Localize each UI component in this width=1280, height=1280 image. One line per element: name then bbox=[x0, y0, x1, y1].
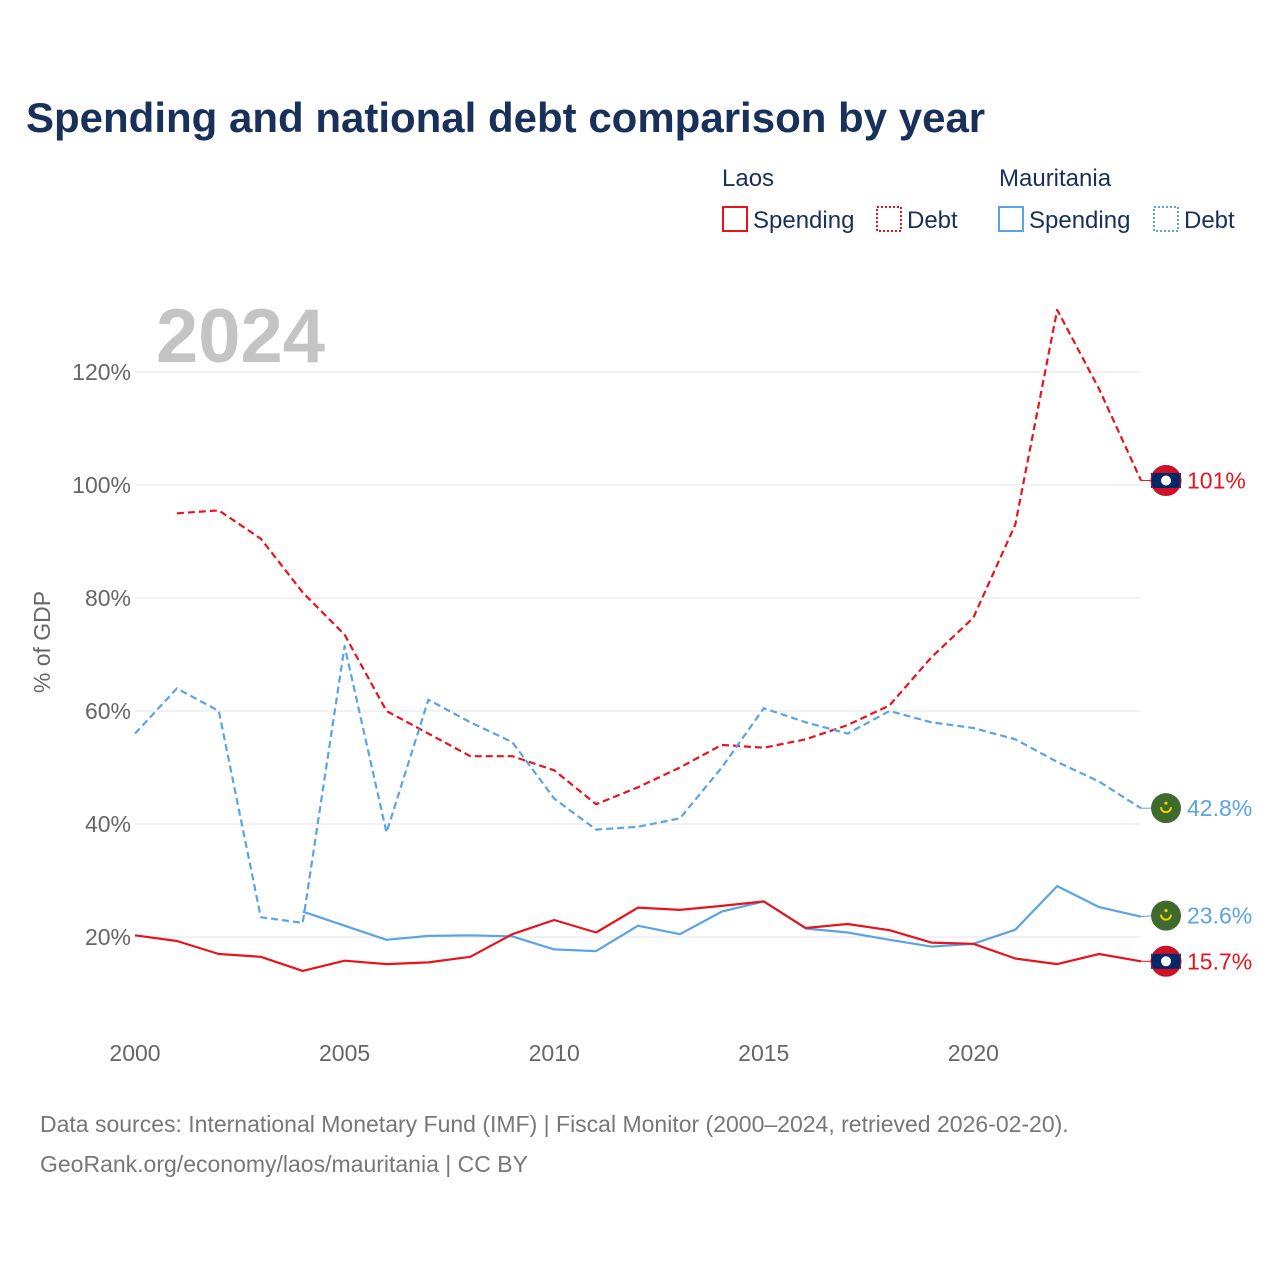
legend-swatch-mauritania-spending bbox=[998, 206, 1024, 232]
y-axis-label: % of GDP bbox=[29, 591, 55, 693]
x-tick-label: 2015 bbox=[738, 1040, 789, 1066]
legend-swatch-laos-debt bbox=[876, 206, 902, 232]
laos-flag-disc bbox=[1161, 475, 1171, 486]
legend-item-mauritania-spending[interactable]: Spending bbox=[998, 206, 1130, 234]
laos-flag-disc bbox=[1161, 956, 1171, 967]
y-tick-label: 40% bbox=[85, 811, 131, 837]
mauritania-flag-green bbox=[1151, 900, 1181, 931]
x-tick-label: 2000 bbox=[109, 1040, 160, 1066]
mauritania-flag-green bbox=[1151, 793, 1181, 824]
source-line-1: Data sources: International Monetary Fun… bbox=[40, 1111, 1069, 1137]
laos-flag-icon bbox=[1150, 464, 1182, 496]
mauritania-flag-crescent bbox=[1160, 807, 1172, 814]
end-label-laos-debt: 101% bbox=[1187, 467, 1246, 493]
legend-group-mauritania: Mauritania bbox=[999, 165, 1112, 192]
x-tick-label: 2020 bbox=[948, 1040, 999, 1066]
end-label-mauritania-spending: 23.6% bbox=[1187, 903, 1252, 929]
legend-swatch-laos-spending bbox=[722, 206, 748, 232]
series-line-mauritania-spending bbox=[302, 884, 1142, 953]
x-tick-label: 2005 bbox=[319, 1040, 370, 1066]
y-tick-label: 60% bbox=[85, 698, 131, 724]
mauritania-flag-star bbox=[1164, 909, 1168, 913]
mauritania-flag-crescent bbox=[1160, 914, 1172, 921]
end-connector-mauritania-spending bbox=[1140, 915, 1153, 918]
legend-item-laos-debt[interactable]: Debt bbox=[876, 206, 958, 234]
legend-label-mauritania-debt: Debt bbox=[1184, 207, 1235, 234]
laos-flag-icon bbox=[1150, 945, 1182, 977]
legend-item-laos-spending[interactable]: Spending bbox=[722, 206, 854, 234]
series-lines bbox=[134, 308, 1143, 973]
mauritania-flag-star bbox=[1164, 801, 1168, 805]
legend-group-laos: Laos bbox=[722, 165, 774, 192]
legend-item-mauritania-debt[interactable]: Debt bbox=[1153, 206, 1235, 234]
legend[interactable]: Laos Mauritania Spending Debt Spending D… bbox=[722, 165, 1235, 234]
laos-flag-rim bbox=[1150, 464, 1182, 496]
series-line-laos-spending bbox=[134, 900, 1142, 973]
y-axis: 20% 40% 60% 80% 100% 120% bbox=[72, 359, 131, 950]
end-labels: 101% 42.8% 23.6% 15.7% bbox=[1140, 464, 1252, 977]
mauritania-flag-icon bbox=[1151, 793, 1181, 824]
mauritania-flag-icon bbox=[1151, 900, 1181, 931]
series-line-laos-debt bbox=[176, 308, 1143, 806]
x-tick-label: 2010 bbox=[529, 1040, 580, 1066]
end-label-laos-spending: 15.7% bbox=[1187, 948, 1252, 974]
laos-flag-rim bbox=[1150, 945, 1182, 977]
legend-label-laos-spending: Spending bbox=[753, 207, 854, 234]
y-tick-label: 80% bbox=[85, 585, 131, 611]
gridlines bbox=[135, 371, 1141, 938]
legend-label-mauritania-spending: Spending bbox=[1029, 207, 1130, 234]
legend-label-laos-debt: Debt bbox=[907, 207, 958, 234]
source-line-2: GeoRank.org/economy/laos/mauritania | CC… bbox=[40, 1151, 528, 1177]
year-watermark: 2024 bbox=[156, 294, 325, 379]
y-tick-label: 20% bbox=[85, 924, 131, 950]
series-line-mauritania-debt bbox=[134, 644, 1142, 925]
x-axis: 2000 2005 2010 2015 2020 bbox=[109, 1040, 999, 1066]
legend-swatch-mauritania-debt bbox=[1153, 206, 1179, 232]
y-tick-label: 100% bbox=[72, 472, 131, 498]
chart-title: Spending and national debt comparison by… bbox=[26, 94, 985, 141]
end-label-mauritania-debt: 42.8% bbox=[1187, 795, 1252, 821]
y-tick-label: 120% bbox=[72, 359, 131, 385]
